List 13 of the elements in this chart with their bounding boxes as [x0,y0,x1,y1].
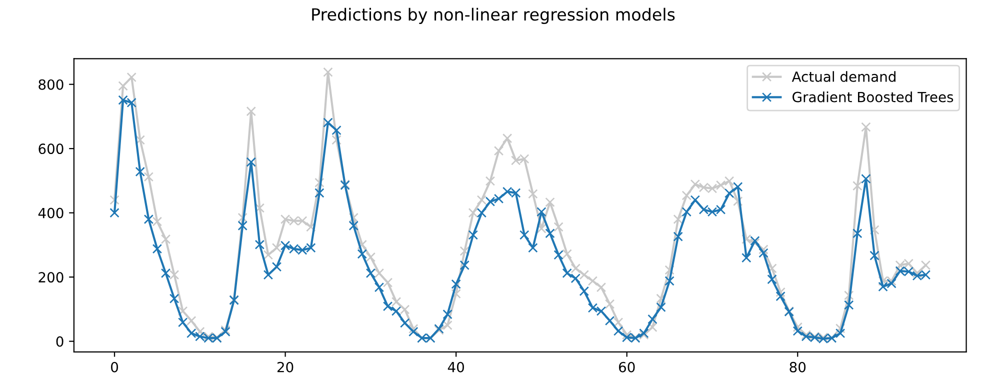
y-tick-label: 600 [38,144,64,154]
y-tick-label: 200 [38,272,64,283]
x-tick-label: 60 [618,362,635,372]
y-tick-label: 0 [56,336,64,347]
chart-title: Predictions by non-linear regression models [312,8,675,24]
x-tick-label: 0 [111,362,118,372]
y-tick-label: 800 [38,79,64,90]
x-tick-label: 40 [448,362,464,372]
legend-label: Gradient Boosted Trees [792,92,954,102]
y-tick-label: 400 [38,208,64,218]
x-tick-label: 20 [277,362,294,372]
x-tick-label: 80 [790,362,806,372]
legend-label: Actual demand [792,71,896,82]
